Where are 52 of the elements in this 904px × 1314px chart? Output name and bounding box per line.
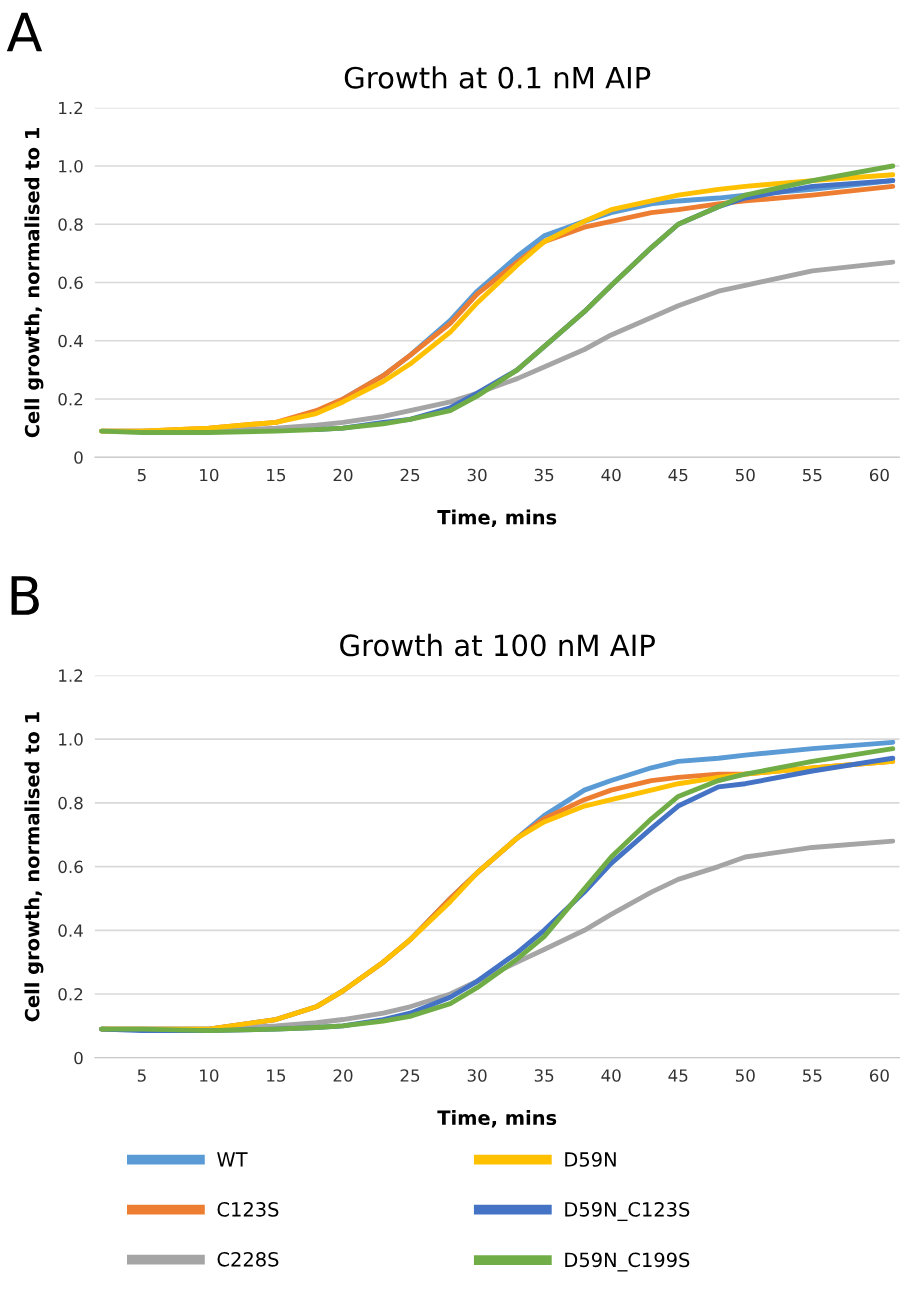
x-tick-label: 30 — [467, 1069, 487, 1082]
x-tick-label: 50 — [735, 468, 755, 482]
x-tick-label: 5 — [137, 1069, 146, 1082]
y-axis-title: Cell growth, normalised to 1 — [24, 128, 44, 438]
x-tick-label: 20 — [333, 468, 353, 482]
y-tick-label: 0.2 — [58, 392, 83, 406]
x-tick-label: 55 — [803, 1069, 822, 1082]
x-tick-label: 30 — [467, 468, 487, 482]
y-tick-label: 1.2 — [59, 669, 83, 682]
y-tick-label: 1.2 — [59, 101, 83, 115]
x-tick-label: 45 — [668, 1069, 688, 1082]
x-tick-label: 35 — [534, 1069, 554, 1082]
x-tick-label: 5 — [137, 468, 146, 482]
x-tick-label: 60 — [869, 468, 889, 482]
x-tick-label: 20 — [333, 1069, 353, 1082]
x-tick-label: 55 — [803, 468, 822, 482]
y-tick-label: 0.8 — [58, 218, 83, 231]
legend-label: C123S — [217, 1202, 279, 1217]
legend-label: D59N_C199S — [565, 1252, 690, 1272]
y-tick-label: 0.4 — [58, 924, 83, 937]
y-axis-title: Cell growth, normalised to 1 — [24, 712, 44, 1022]
legend-label: D59N_C123S — [565, 1202, 690, 1222]
x-tick-label: 50 — [735, 1069, 755, 1082]
x-tick-label: 25 — [400, 468, 420, 482]
y-tick-label: 1.0 — [59, 159, 83, 173]
x-tick-label: 10 — [200, 1069, 219, 1082]
legend-label: C228S — [217, 1251, 279, 1267]
legend-label: WT — [217, 1152, 248, 1167]
x-tick-label: 35 — [534, 468, 554, 482]
x-axis-title: Time, mins — [437, 1110, 557, 1128]
text: A — [6, 12, 43, 52]
x-tick-label: 25 — [400, 1069, 420, 1082]
chart-title: Growth at 0.1 nM AIP — [344, 66, 651, 89]
x-tick-label: 40 — [601, 1069, 621, 1082]
y-tick-label: 0 — [74, 1051, 83, 1065]
x-tick-label: 45 — [668, 468, 688, 482]
y-tick-label: 0 — [74, 451, 83, 464]
y-tick-label: 0.4 — [58, 334, 83, 348]
text: B — [11, 576, 39, 615]
x-tick-label: 10 — [200, 468, 219, 482]
x-tick-label: 40 — [601, 468, 621, 482]
x-tick-label: 15 — [267, 1069, 286, 1082]
legend-label: D59N — [565, 1152, 616, 1167]
x-tick-label: 60 — [869, 1069, 889, 1082]
y-tick-label: 0.2 — [58, 988, 83, 1001]
x-tick-label: 15 — [267, 468, 286, 482]
y-tick-label: 0.6 — [58, 276, 83, 290]
y-tick-label: 1.0 — [59, 733, 83, 746]
y-tick-label: 0.6 — [58, 860, 83, 874]
x-axis-title: Time, mins — [437, 509, 557, 528]
chart-title: Growth at 100 nM AIP — [340, 633, 655, 657]
y-tick-label: 0.8 — [58, 796, 83, 810]
